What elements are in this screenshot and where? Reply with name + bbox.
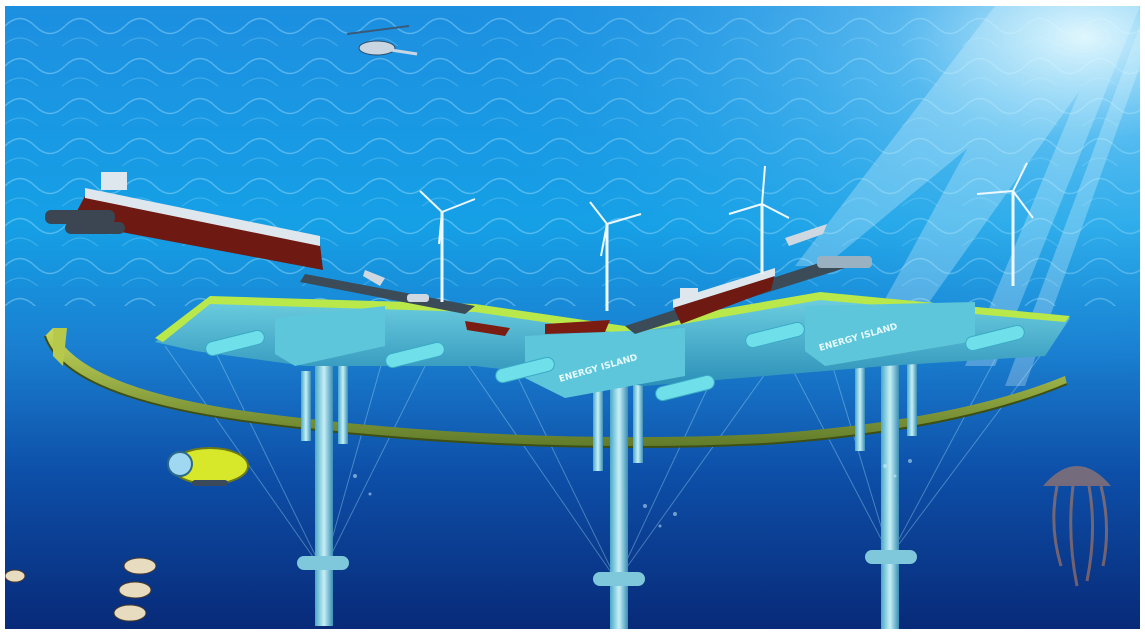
jellyfish [1043,466,1111,587]
cargo-ship-right [673,268,775,324]
sun-rays [795,6,1140,386]
underwater-energy-island-scene: ENERGY ISLAND ENERGY ISLAND [5,6,1140,629]
wind-turbines [419,162,1034,311]
fish-school [5,557,157,622]
bubbles [353,459,912,528]
platform: ENERGY ISLAND ENERGY ISLAND [155,292,1070,402]
submersible [167,447,249,486]
helicopter [346,25,418,56]
floating-ring-structure [44,328,1068,449]
support-pillars [297,341,917,629]
cargo-ship-large [45,172,323,270]
small-boats [363,224,872,336]
